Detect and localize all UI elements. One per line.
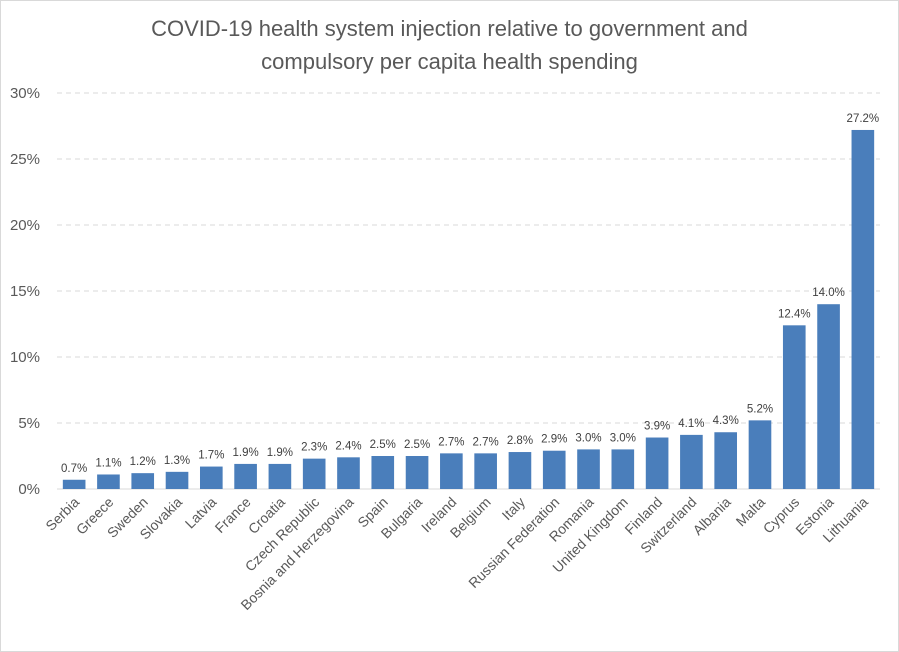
data-label: 27.2%	[847, 113, 880, 125]
bar	[611, 449, 635, 489]
bar	[714, 432, 738, 489]
bar	[97, 474, 120, 489]
bar	[165, 471, 189, 489]
bar	[337, 457, 360, 489]
bar	[577, 449, 600, 489]
data-label: 1.1%	[95, 457, 121, 469]
data-label: 1.2%	[130, 456, 156, 468]
data-label: 3.0%	[610, 432, 636, 444]
bar	[782, 325, 806, 489]
data-label: 4.1%	[678, 418, 704, 430]
data-label: 3.9%	[644, 421, 670, 433]
data-label: 1.9%	[267, 447, 293, 459]
y-tick-label: 20%	[10, 217, 40, 234]
gridlines	[57, 92, 880, 490]
bar	[62, 479, 86, 489]
x-axis-ticks: SerbiaGreeceSwedenSlovakiaLatviaFranceCr…	[42, 494, 871, 613]
data-label: 1.9%	[232, 447, 258, 459]
y-tick-label: 0%	[18, 481, 40, 498]
bar	[474, 453, 497, 489]
data-label: 14.0%	[812, 287, 845, 299]
data-label: 2.5%	[404, 439, 430, 451]
data-label: 2.5%	[370, 439, 396, 451]
bar	[268, 463, 292, 489]
data-label: 2.7%	[473, 436, 499, 448]
bar	[508, 452, 532, 489]
x-tick-label: Italy	[499, 494, 528, 523]
y-tick-label: 10%	[10, 349, 40, 366]
chart-title: COVID-19 health system injection relativ…	[0, 12, 899, 78]
bar	[542, 450, 566, 489]
y-tick-label: 15%	[10, 283, 40, 300]
bar	[302, 458, 326, 489]
data-label: 1.7%	[198, 450, 224, 462]
y-tick-label: 25%	[10, 151, 40, 168]
bar	[817, 304, 840, 489]
bar	[371, 456, 395, 489]
bar	[645, 437, 669, 489]
y-tick-label: 5%	[18, 415, 40, 432]
data-label: 2.9%	[541, 434, 567, 446]
data-label: 2.7%	[438, 436, 464, 448]
data-label: 3.0%	[575, 432, 601, 444]
data-label: 0.7%	[61, 463, 87, 475]
bar	[131, 473, 155, 489]
chart-title-line-1: COVID-19 health system injection relativ…	[151, 16, 748, 41]
bar	[199, 466, 223, 489]
data-label: 2.4%	[335, 440, 361, 452]
data-label: 4.3%	[713, 415, 739, 427]
bar	[440, 453, 463, 489]
data-label: 12.4%	[778, 308, 811, 320]
bar	[851, 129, 875, 489]
x-tick-label: Albania	[689, 494, 733, 538]
data-label: 2.8%	[507, 435, 533, 447]
data-label: 2.3%	[301, 442, 327, 454]
bars	[62, 129, 875, 489]
y-tick-label: 30%	[10, 85, 40, 102]
data-labels: 0.7% 1.1% 1.2% 1.3% 1.7% 1.9% 1.9% 2.3% 2.4% 2.5%…	[61, 113, 879, 475]
data-label: 5.2%	[747, 403, 773, 415]
chart-title-line-2: compulsory per capita health spending	[261, 49, 638, 74]
bar	[748, 420, 772, 489]
y-axis-ticks: 0% 5% 10% 15% 20% 25% 30%	[10, 85, 40, 498]
bar	[680, 434, 703, 489]
data-label: 1.3%	[164, 455, 190, 467]
bar	[405, 456, 429, 489]
bar	[234, 463, 257, 489]
